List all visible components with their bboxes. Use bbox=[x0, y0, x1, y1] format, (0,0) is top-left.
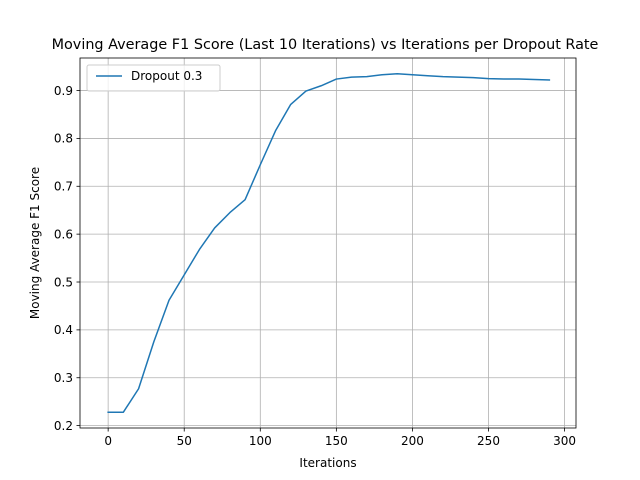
data-point bbox=[351, 76, 352, 77]
data-point bbox=[320, 85, 321, 86]
data-point bbox=[260, 164, 261, 165]
x-axis-ticks: 0 50 100 150 200 250 300 bbox=[104, 428, 576, 448]
x-tick-label: 200 bbox=[401, 434, 424, 448]
y-tick-label: 0.9 bbox=[54, 84, 73, 98]
data-point bbox=[381, 74, 382, 75]
x-tick-label: 250 bbox=[477, 434, 500, 448]
y-axis-ticks: 0.2 0.3 0.4 0.5 0.6 0.7 0.8 0.9 bbox=[54, 84, 80, 433]
y-axis-label: Moving Average F1 Score bbox=[28, 167, 42, 319]
data-point bbox=[168, 299, 169, 300]
data-point bbox=[442, 76, 443, 77]
y-tick-label: 0.3 bbox=[54, 371, 73, 385]
data-point bbox=[503, 78, 504, 79]
data-point bbox=[518, 78, 519, 79]
grid bbox=[80, 58, 576, 428]
x-tick-label: 300 bbox=[553, 434, 576, 448]
series-line-0 bbox=[107, 73, 551, 413]
data-point bbox=[457, 76, 458, 77]
data-point bbox=[488, 78, 489, 79]
x-tick-label: 0 bbox=[104, 434, 112, 448]
data-point bbox=[290, 104, 291, 105]
y-tick-label: 0.6 bbox=[54, 227, 73, 241]
data-point bbox=[244, 199, 245, 200]
data-point bbox=[366, 76, 367, 77]
data-point bbox=[138, 388, 139, 389]
series-layer bbox=[107, 73, 551, 413]
data-point bbox=[397, 73, 398, 74]
legend: Dropout 0.3 bbox=[86, 64, 221, 92]
y-tick-label: 0.8 bbox=[54, 132, 73, 146]
x-tick-label: 100 bbox=[249, 434, 272, 448]
data-point bbox=[199, 249, 200, 250]
y-tick-label: 0.2 bbox=[54, 419, 73, 433]
data-point bbox=[184, 274, 185, 275]
data-point bbox=[412, 74, 413, 75]
data-point bbox=[123, 412, 124, 413]
chart-title: Moving Average F1 Score (Last 10 Iterati… bbox=[52, 37, 599, 53]
plot-frame bbox=[79, 57, 577, 429]
x-tick-label: 50 bbox=[177, 434, 192, 448]
y-tick-label: 0.5 bbox=[54, 275, 73, 289]
data-point bbox=[473, 77, 474, 78]
x-axis-label: Iterations bbox=[299, 456, 356, 470]
x-tick-label: 150 bbox=[325, 434, 348, 448]
data-point bbox=[153, 341, 154, 342]
data-point bbox=[427, 75, 428, 76]
y-tick-label: 0.4 bbox=[54, 323, 73, 337]
data-point bbox=[305, 90, 306, 91]
data-point bbox=[229, 212, 230, 213]
data-point bbox=[275, 130, 276, 131]
data-point bbox=[336, 78, 337, 79]
data-point bbox=[533, 79, 534, 80]
data-point bbox=[107, 412, 108, 413]
data-point bbox=[214, 227, 215, 228]
data-point bbox=[549, 79, 550, 80]
legend-box bbox=[86, 64, 221, 92]
y-tick-label: 0.7 bbox=[54, 180, 73, 194]
legend-label: Dropout 0.3 bbox=[131, 69, 202, 83]
